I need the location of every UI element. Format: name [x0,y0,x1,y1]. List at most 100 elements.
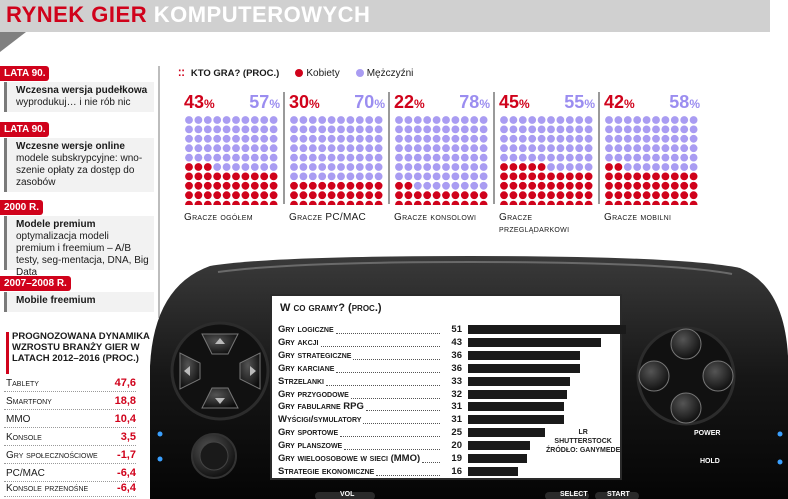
growth-row: Tablety 47,6 [4,375,136,392]
panel-separator [388,92,390,204]
bar-leader [344,449,440,451]
waffle-dot-female [547,191,555,200]
waffle-dot-female [241,200,250,205]
waffle-dot-male [250,153,259,162]
waffle-dot-male [670,144,679,153]
waffle-dot-male [395,144,403,153]
waffle-panel: 22% 78% Gracze konsolowi [388,92,492,242]
waffle-dot-female [308,200,317,205]
waffle-dot-male [213,125,222,134]
bar-leader [353,358,440,360]
waffle-dot-male [500,153,508,162]
waffle-dot-female [670,200,679,205]
title-banner: RYNEK GIER KOMPUTEROWYCH [0,0,770,52]
timeline-text: wyprodukuj… i nie rób nic [16,97,131,108]
waffle-dot-female [346,200,355,205]
waffle-dot-male [442,144,450,153]
waffle-dot-male [547,116,555,124]
waffle-dot-male [395,172,403,181]
growth-title: Prognozowana dynamika wzrostu branży gie… [12,331,150,364]
waffle-dot-male [470,134,479,143]
waffle-dot-male [680,125,689,134]
waffle-dot-female [318,200,327,205]
waffle-dot-male [623,144,632,153]
growth-value: 18,8 [114,395,136,407]
legend-title: Kto gra? (proc.) [190,68,280,79]
legend-marker-icon: ⁚⁚ [178,68,185,78]
waffle-dot-female [365,181,374,190]
waffle-dot-male [547,163,555,171]
bar [468,363,580,373]
waffle-dot-female [299,200,308,205]
waffle-dot-male [605,134,613,143]
waffle-dot-male [423,125,432,134]
waffle-dot-male [661,153,670,162]
waffle-dot-male [260,153,269,162]
waffle-dot-male [556,144,565,153]
waffle-dot-female [260,181,269,190]
waffle-dot-male [518,116,527,124]
waffle-dot-male [680,134,689,143]
waffle-dot-male [299,144,308,153]
waffle-dot-female [528,172,537,181]
growth-value: -6,4 [117,467,136,479]
waffle-dot-male [290,116,298,124]
waffle-category: Gracze ogółem [184,212,253,223]
waffle-dot-female [460,200,469,205]
waffle-dot-female [260,172,269,181]
waffle-dot-male [584,116,593,124]
waffle-dot-female [575,172,584,181]
bar-label: Gry planszowe [278,440,343,452]
waffle-dot-male [460,181,469,190]
waffle-dot-male [299,172,308,181]
waffle-dot-female [500,191,508,200]
waffle-dot-female [518,163,527,171]
waffle-dot-male [203,144,212,153]
bar [468,337,602,347]
waffle-dot-male [423,163,432,171]
waffle-dot-male [269,116,278,124]
waffle-dot-male [299,163,308,171]
waffle-dot-male [670,125,679,134]
waffle-dot-male [241,163,250,171]
waffle-dot-male [374,153,383,162]
waffle-dot-female [633,172,642,181]
waffle-dot-female [290,191,298,200]
waffle-dot-female [241,172,250,181]
waffle-dot-female [500,200,508,205]
waffle-dot-female [528,181,537,190]
waffle-dot-male [670,116,679,124]
waffle-dot-male [575,116,584,124]
waffle-dot-male [222,116,231,124]
waffle-dot-male [442,163,450,171]
waffle-dot-male [652,116,660,124]
bar-value: 31 [451,401,462,413]
waffle-dot-male [470,172,479,181]
waffle-dot-male [290,153,298,162]
waffle-dot-male [395,153,403,162]
waffle-dot-female [565,181,574,190]
bar-leader [321,345,440,347]
waffle-dot-female [232,181,240,190]
waffle-dot-female [404,200,413,205]
waffle-dot-female [222,172,231,181]
waffle-dot-female [395,181,403,190]
waffle-dot-female [241,181,250,190]
bar-leader [326,384,440,386]
waffle-dot-female [222,200,231,205]
growth-label: Smartfony [6,396,52,407]
legend-item-female: Kobiety [295,68,340,79]
waffle-dot-male [222,153,231,162]
waffle-dot-female [194,172,203,181]
waffle-dot-female [232,200,240,205]
waffle-dot-female [537,200,546,205]
waffle-dot-female [642,191,651,200]
waffle-dot-male [432,144,441,153]
waffle-dot-female [346,191,355,200]
growth-row: Konsole przenośne -6,4 [4,480,136,497]
start-label: START [607,491,630,498]
waffle-dot-male [584,125,593,134]
waffle-dot-female [614,163,623,171]
waffle-dot-male [185,144,193,153]
dpad-icon [170,321,270,421]
